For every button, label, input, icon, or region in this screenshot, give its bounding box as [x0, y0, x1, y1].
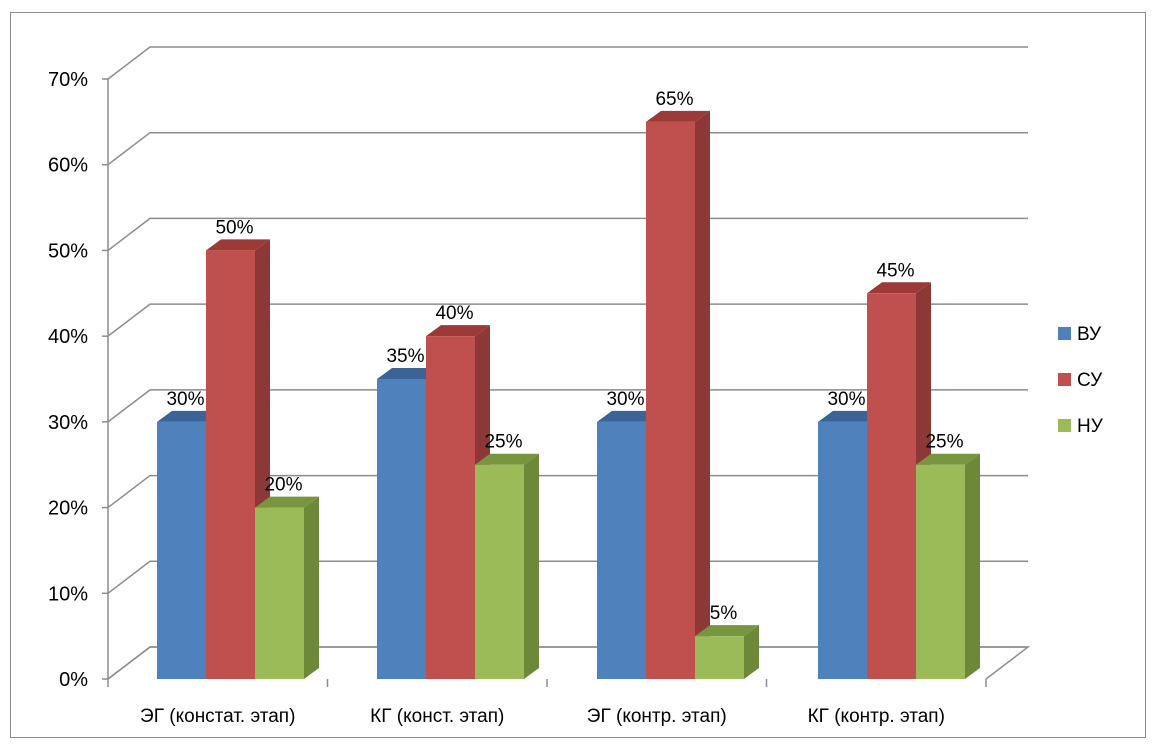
y-tick-label: 0% [59, 669, 88, 691]
data-label: 50% [215, 217, 253, 238]
bar-side [304, 496, 319, 679]
data-label: 20% [264, 475, 302, 496]
labels: 30% 50% 20% 35% 40% 25% 30% 65% 5% 30% 45% 25% ЭГ (к… [140, 89, 964, 727]
legend-swatch [1058, 373, 1071, 386]
bar-front [597, 421, 646, 679]
bar-top [597, 410, 661, 422]
data-label: 25% [484, 432, 522, 453]
gridline [107, 217, 1028, 252]
bar [255, 496, 319, 679]
x-tick-label: КГ (конст. этап) [370, 706, 504, 727]
gridline [107, 389, 1028, 423]
legend-label: НУ [1077, 416, 1104, 437]
bar-front [916, 464, 965, 679]
bar-front [206, 250, 255, 679]
data-label: 35% [386, 346, 424, 367]
bar-top [916, 453, 980, 465]
bar-top [377, 368, 441, 379]
bar-front [377, 379, 426, 679]
x-tick-label: КГ (контр. этап) [808, 706, 945, 727]
bar [646, 110, 710, 680]
legend-entry: ВУ [1058, 324, 1102, 345]
bar-top [646, 110, 710, 122]
gridline [107, 560, 1028, 594]
bar-front [475, 464, 524, 679]
bar-side [695, 110, 710, 680]
y-tick-label: 60% [48, 155, 88, 177]
bar-front [426, 336, 475, 679]
bar-front [867, 293, 916, 679]
x-tick-label: ЭГ (констат. этап) [140, 706, 295, 727]
bar-front [157, 421, 206, 679]
bar [475, 453, 539, 679]
bar-top [818, 410, 882, 422]
legend-entry: СУ [1058, 370, 1103, 391]
bar-side [744, 625, 759, 679]
gridline [107, 46, 1028, 80]
data-label: 40% [435, 303, 473, 324]
legend-swatch [1058, 419, 1071, 432]
legend-label: ВУ [1077, 324, 1102, 345]
bar-top [157, 410, 221, 422]
bar-front [818, 421, 867, 679]
y-tick-label: 50% [48, 240, 88, 262]
bar-top [206, 239, 270, 251]
gridlines: 0% 10% 20% 30% 40% 50% 60% 70% [48, 46, 1028, 691]
bar-top [475, 453, 539, 465]
legend-label: СУ [1077, 370, 1103, 391]
bar-top [255, 496, 319, 508]
gridline [107, 131, 1028, 166]
data-label: 5% [710, 603, 738, 624]
y-tick-label: 20% [48, 498, 88, 520]
bar-top [695, 625, 759, 637]
data-label: 30% [827, 389, 865, 410]
bar-front [255, 507, 304, 679]
data-label: 30% [606, 389, 644, 410]
y-tick-label: 70% [48, 69, 88, 91]
y-tick-label: 10% [48, 583, 88, 605]
bar-front [646, 121, 695, 680]
gridline [107, 474, 1028, 509]
data-label: 25% [925, 432, 963, 453]
bar [916, 453, 980, 679]
bar-front [695, 636, 744, 679]
legend: ВУ СУ НУ [1058, 324, 1104, 437]
data-label: 30% [166, 389, 204, 410]
bar [695, 625, 759, 679]
data-label: 65% [655, 89, 693, 110]
bars [157, 110, 980, 680]
x-tick-label: ЭГ (контр. этап) [587, 706, 727, 727]
legend-entry: НУ [1058, 416, 1104, 437]
bar-side [524, 453, 539, 679]
bar-top [867, 282, 931, 294]
bar-side [965, 453, 980, 679]
y-tick-label: 40% [48, 326, 88, 348]
bar-top [426, 325, 490, 337]
gridline [107, 303, 1028, 337]
data-label: 45% [876, 260, 914, 281]
y-tick-label: 30% [48, 412, 88, 434]
legend-swatch [1058, 327, 1071, 340]
